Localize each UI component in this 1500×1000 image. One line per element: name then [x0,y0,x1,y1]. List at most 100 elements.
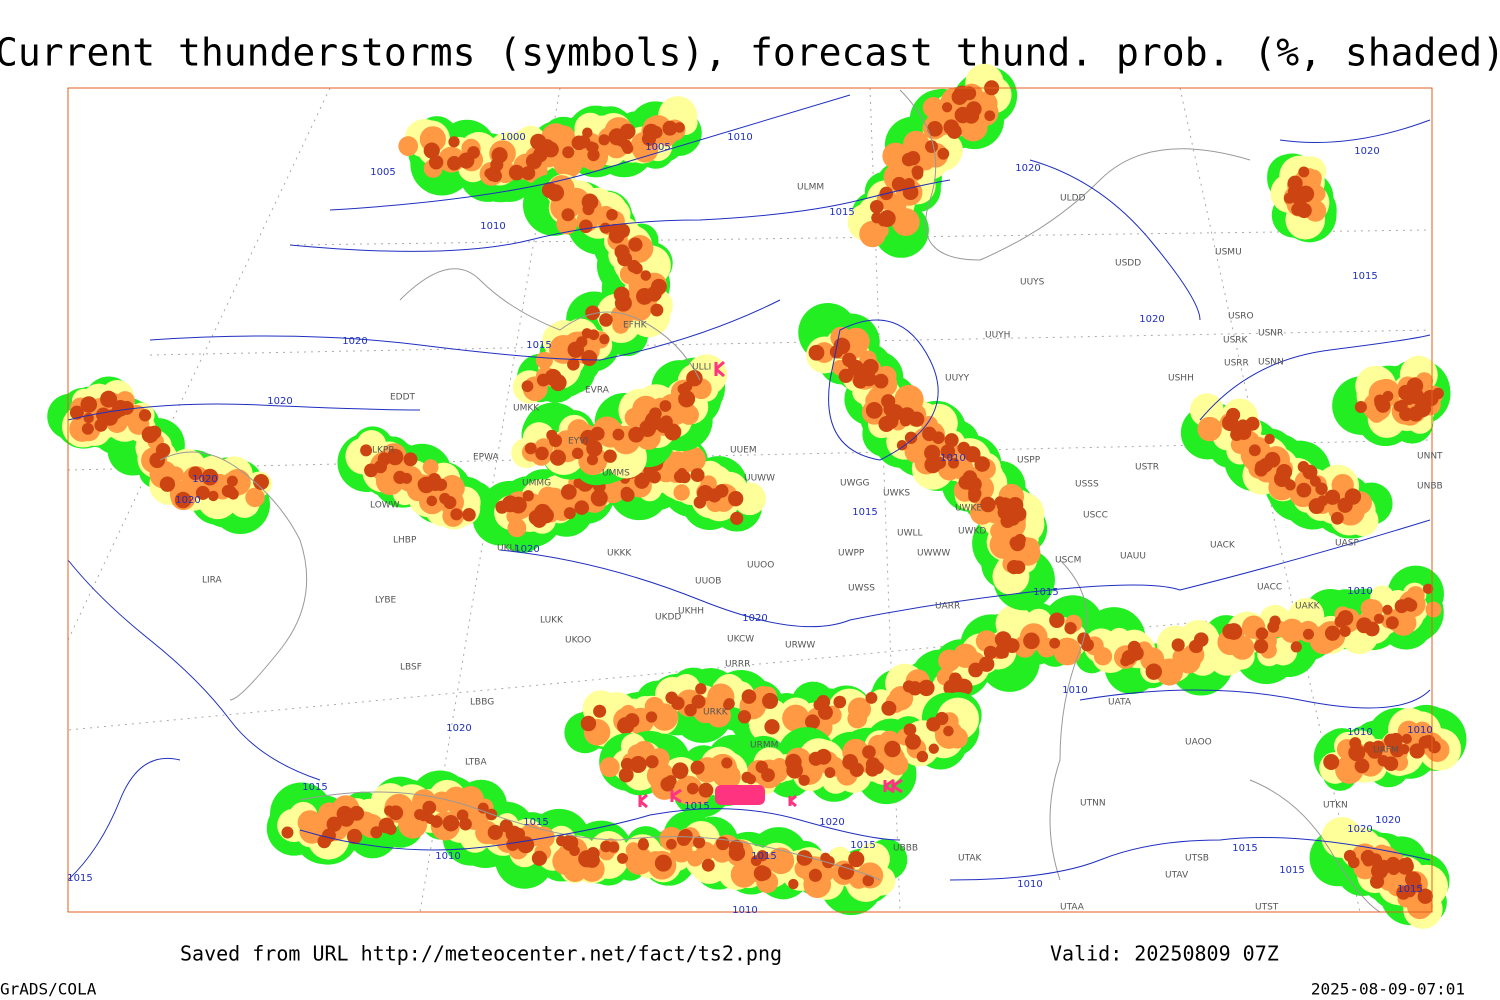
probability-patch [326,816,342,832]
probability-patch [1331,511,1344,525]
probability-patch [603,449,617,463]
probability-patch [686,782,699,795]
probability-patch [690,468,705,483]
probability-patch [723,699,734,711]
isobar-label: 1010 [435,851,460,862]
probability-patch [805,714,820,730]
probability-patch [953,85,971,103]
probability-patch [903,723,917,736]
probability-patch [1264,451,1281,468]
probability-patch [586,847,600,861]
isobar-label: 1010 [480,221,505,232]
probability-patch [905,151,921,166]
probability-patch [620,488,635,502]
probability-patch [1009,536,1023,550]
probability-patch [782,704,810,732]
probability-patch [818,865,835,882]
probability-patch [730,861,757,888]
probability-patch [562,146,575,159]
station-label: UWKE [955,504,982,514]
probability-patch [422,800,437,815]
probability-patch [1011,560,1026,575]
station-label: UUOO [747,561,774,571]
probability-patch [730,511,744,525]
station-label: UNNT [1417,452,1443,462]
probability-patch [671,762,689,779]
isobar-label: 1010 [1347,727,1372,738]
probability-patch [569,845,580,857]
probability-patch [447,156,462,171]
probability-patch [1222,414,1239,432]
probability-patch [671,696,685,710]
isobar-label: 1010 [1062,685,1087,696]
probability-patch [1283,192,1296,204]
station-label: UUWW [744,474,775,484]
probability-patch [614,294,632,312]
probability-patch [401,472,413,484]
probability-patch [426,495,438,507]
probability-patch [1284,479,1296,491]
probability-patch [891,208,920,237]
probability-patch [1432,387,1444,400]
station-label: USDD [1115,259,1141,269]
probability-patch [859,220,886,248]
station-label: UTKN [1323,801,1348,811]
station-label: UACC [1257,583,1282,593]
probability-patch [852,373,868,389]
probability-patch [521,166,536,181]
probability-patch [521,380,534,393]
station-label: UMMG [522,479,551,489]
station-label: UKCW [727,635,754,645]
probability-patch [1317,495,1329,507]
probability-patch [693,496,707,509]
station-label: ULDD [1060,194,1086,204]
probability-patch [1324,489,1341,505]
probability-patch [1368,853,1383,867]
probability-patch [487,824,503,841]
probability-patch [349,805,365,821]
probability-patch [925,140,938,154]
probability-patch [1011,506,1027,522]
probability-patch [692,836,706,849]
station-label: UATA [1108,698,1132,708]
probability-patch [1371,740,1385,754]
probability-patch [505,825,522,842]
station-label: EDDT [390,393,416,403]
station-label: USTR [1135,463,1159,473]
station-label: LUKK [540,616,564,626]
isobar-label: 1020 [1375,815,1400,826]
probability-patch [884,740,901,758]
station-label: USCC [1083,511,1108,521]
probability-patch [904,733,921,750]
probability-patch [948,457,960,469]
isobar-label: 1020 [742,613,767,624]
probability-patch [1406,377,1424,395]
probability-patch [627,259,641,273]
probability-patch [649,407,662,421]
probability-patch [599,313,613,327]
probability-patch [678,828,693,844]
probability-patch [606,208,618,221]
probability-patch [1347,856,1360,869]
coastlines [159,89,1381,913]
station-label: EPWA [473,453,500,463]
isobar-label: 1015 [1033,587,1058,598]
probability-patch [1348,744,1366,762]
probability-patch [443,496,457,510]
probability-patch [1354,400,1367,414]
station-label: UBBB [893,844,918,854]
probability-patch [816,695,831,709]
probability-patch [69,405,84,420]
isobar-label: 1020 [175,495,200,506]
probability-patch [698,782,714,798]
probability-patch [681,381,693,392]
probability-patch [1080,638,1094,652]
probability-patch [174,491,192,509]
probability-patch [456,809,469,822]
isobar-label: 1015 [684,801,709,812]
probability-patch [1369,874,1385,889]
probability-patch [865,757,881,772]
probability-patch [980,496,996,513]
station-label: EVRA [585,386,610,396]
probability-patch [1248,444,1261,457]
